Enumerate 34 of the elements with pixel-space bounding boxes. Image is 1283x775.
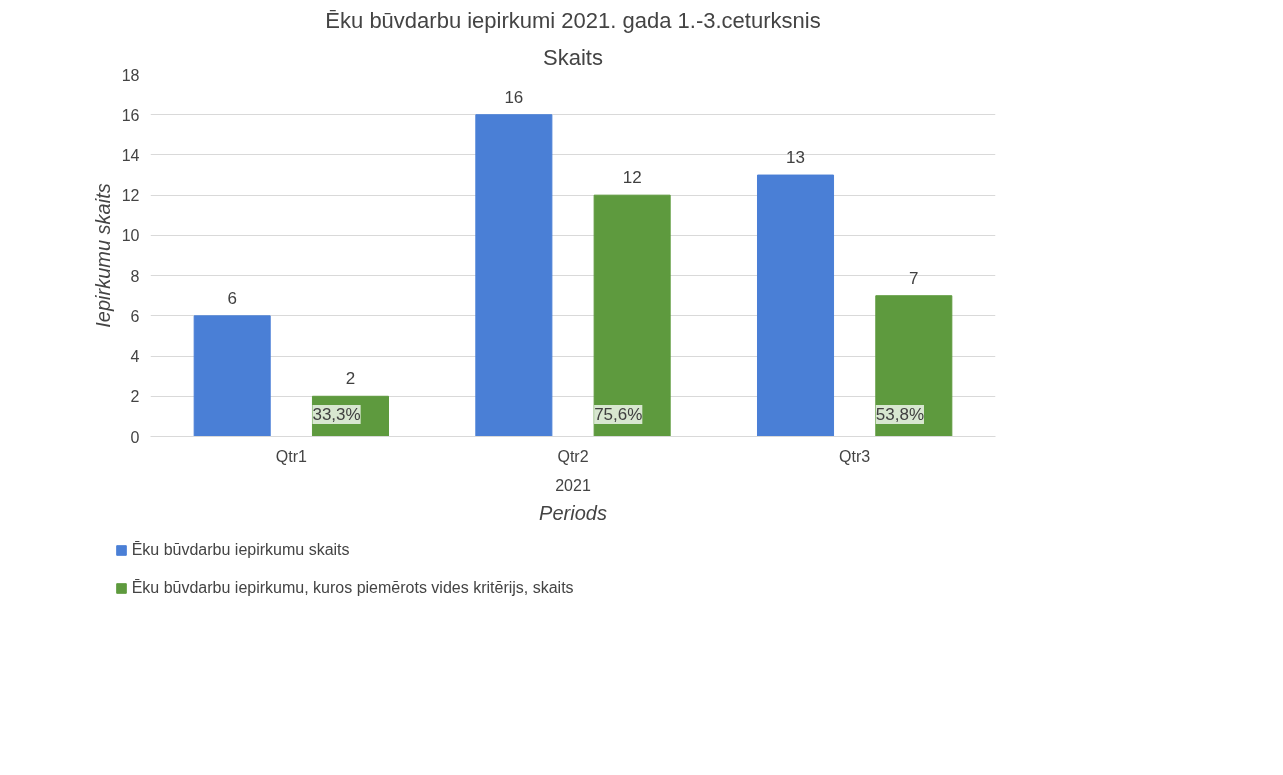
annotation: 75,6% xyxy=(594,405,643,424)
bar xyxy=(875,295,953,437)
x-tick-label: Qtr2 xyxy=(557,447,589,465)
y-tick-label: 4 xyxy=(130,348,140,366)
data-label: 2 xyxy=(345,369,356,389)
bar xyxy=(593,194,671,437)
bar xyxy=(475,114,553,437)
data-label: 16 xyxy=(504,87,524,107)
x-tick-label: Qtr3 xyxy=(839,447,871,465)
data-label: 13 xyxy=(786,148,805,168)
y-axis-title: Iepirkumu skaits xyxy=(91,183,114,328)
chart-title: Ēku būvdarbu iepirkumi 2021. gada 1.-3.ceturksnis xyxy=(325,7,821,33)
y-tick-label: 6 xyxy=(130,307,140,325)
y-tick-label: 8 xyxy=(130,267,140,285)
text: 2021 xyxy=(555,476,591,494)
x-tick-label: Qtr1 xyxy=(275,447,307,465)
legend-label: Ēku būvdarbu iepirkumu, kuros piemērots vides kritērijs, skaits xyxy=(131,579,574,597)
legend-label: Ēku būvdarbu iepirkumu skaits xyxy=(131,541,350,559)
data-label: 7 xyxy=(909,268,919,288)
y-tick-label: 12 xyxy=(121,187,140,205)
y-tick-label: 0 xyxy=(130,428,140,446)
y-tick-label: 10 xyxy=(121,227,140,245)
y-tick-label: 2 xyxy=(130,388,140,406)
y-tick-label: 16 xyxy=(121,106,140,124)
y-tick-label: 18 xyxy=(121,66,140,84)
bar xyxy=(756,174,835,437)
data-label: 6 xyxy=(227,288,237,308)
annotation: 33,3% xyxy=(312,405,361,424)
y-tick-label: 14 xyxy=(121,146,140,164)
annotation: 53,8% xyxy=(875,405,924,424)
chart-subtitle: Skaits xyxy=(543,44,603,70)
x-axis-title: Periods xyxy=(539,501,607,524)
bar xyxy=(193,315,271,437)
data-label: 12 xyxy=(622,168,642,188)
